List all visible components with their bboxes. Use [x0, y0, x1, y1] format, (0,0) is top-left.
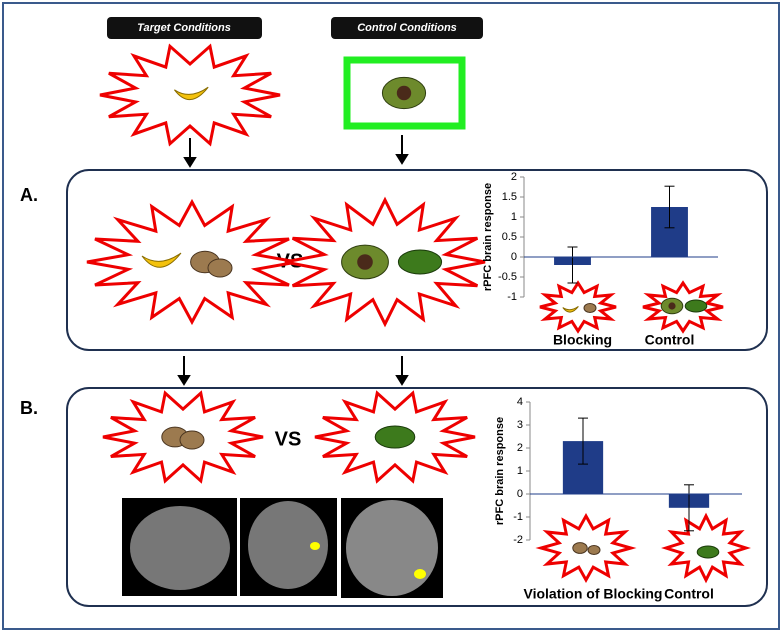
banana	[141, 252, 182, 268]
pepper	[397, 249, 443, 275]
y-tick-label: -1	[507, 291, 517, 303]
pepper	[684, 299, 708, 313]
y-axis-label: rPFC brain response	[494, 417, 506, 525]
avocado-pit	[668, 302, 676, 310]
y-tick-label: 3	[517, 419, 523, 431]
mushroom	[583, 303, 597, 313]
brain-scans	[122, 498, 443, 598]
frame	[2, 2, 780, 630]
y-tick-label: 0	[517, 488, 523, 500]
x-category-label: Violation of Blocking	[524, 586, 663, 602]
y-tick-label: 4	[517, 396, 523, 408]
panel-box	[66, 169, 768, 351]
y-tick-label: -2	[513, 534, 523, 546]
label-box	[331, 17, 483, 39]
y-tick-label: -1	[513, 511, 523, 523]
pepper	[374, 425, 416, 449]
y-tick-label: 2	[511, 171, 517, 183]
panel-box	[66, 387, 768, 607]
banana	[174, 86, 209, 101]
panel-label: A.	[20, 185, 38, 205]
panel-label: B.	[20, 398, 38, 418]
x-category-label: Blocking	[553, 332, 612, 348]
y-tick-label: -0.5	[498, 271, 517, 283]
avocado-pit	[396, 85, 412, 101]
y-tick-label: 1	[511, 211, 517, 223]
arrows	[177, 135, 409, 386]
y-tick-label: 0.5	[502, 231, 517, 243]
y-tick-label: 2	[517, 442, 523, 454]
mushroom	[207, 258, 233, 278]
mushroom	[587, 545, 601, 555]
control-label: Control Conditions	[357, 22, 457, 34]
banana	[562, 305, 579, 313]
x-category-label: Control	[645, 332, 695, 348]
y-tick-label: 1	[517, 465, 523, 477]
y-axis-label: rPFC brain response	[482, 183, 494, 291]
x-category-label: Control	[664, 586, 714, 602]
mushroom	[572, 542, 588, 554]
target-label: Target Conditions	[137, 22, 231, 34]
y-tick-label: 1.5	[502, 191, 517, 203]
green-frame	[343, 56, 466, 130]
mushroom	[179, 430, 205, 450]
avocado-pit	[357, 254, 373, 270]
y-tick-label: 0	[511, 251, 517, 263]
pepper	[696, 545, 720, 559]
label-box	[107, 17, 262, 39]
vs: VS	[275, 428, 302, 450]
